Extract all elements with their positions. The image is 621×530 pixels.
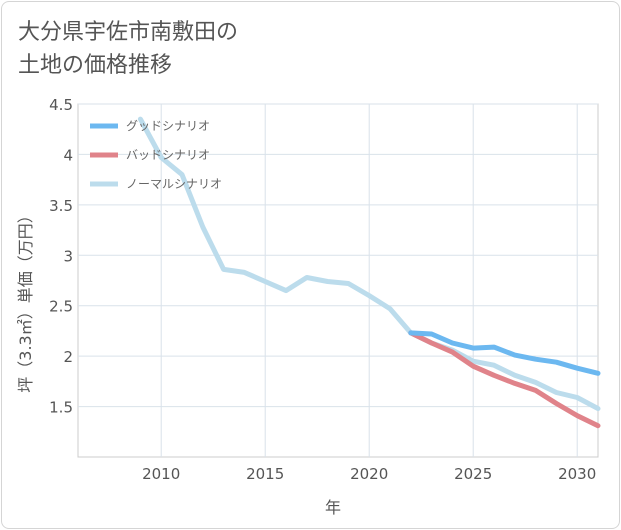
- chart-title-line-2: 土地の価格推移: [18, 53, 173, 78]
- x-axis-title: 年: [325, 498, 341, 517]
- series-line-3: [137, 116, 601, 412]
- y-tick-label: 1.5: [49, 399, 73, 417]
- legend-label: グッドシナリオ: [126, 119, 210, 133]
- y-tick-label: 3.5: [49, 197, 73, 215]
- x-tick-label: 2010: [142, 465, 180, 483]
- series-lines: [137, 116, 601, 429]
- x-tick-label: 2020: [350, 465, 388, 483]
- series-line-2: [408, 330, 601, 429]
- legend-label: バッドシナリオ: [126, 148, 210, 162]
- x-tick-label: 2025: [454, 465, 492, 483]
- chart-title-line-1: 大分県宇佐市南敷田の: [18, 20, 239, 45]
- y-tick-label: 3: [63, 247, 73, 265]
- y-tick-label: 4: [63, 146, 73, 164]
- x-tick-label: 2015: [246, 465, 284, 483]
- chart-title: 大分県宇佐市南敷田の 土地の価格推移: [18, 16, 238, 82]
- tick-labels: 2010 2015 2020 2025 2030 1.5 2 2.5 3 3.5 4 4.5: [49, 96, 596, 483]
- y-tick-label: 2: [63, 348, 73, 366]
- legend-label: ノーマルシナリオ: [126, 177, 222, 191]
- y-axis-title: 坪（3.3㎡）単価（万円）: [16, 207, 35, 392]
- series-line-1: [408, 330, 601, 376]
- y-tick-label: 4.5: [49, 96, 73, 114]
- x-tick-label: 2030: [558, 465, 596, 483]
- y-tick-label: 2.5: [49, 298, 73, 316]
